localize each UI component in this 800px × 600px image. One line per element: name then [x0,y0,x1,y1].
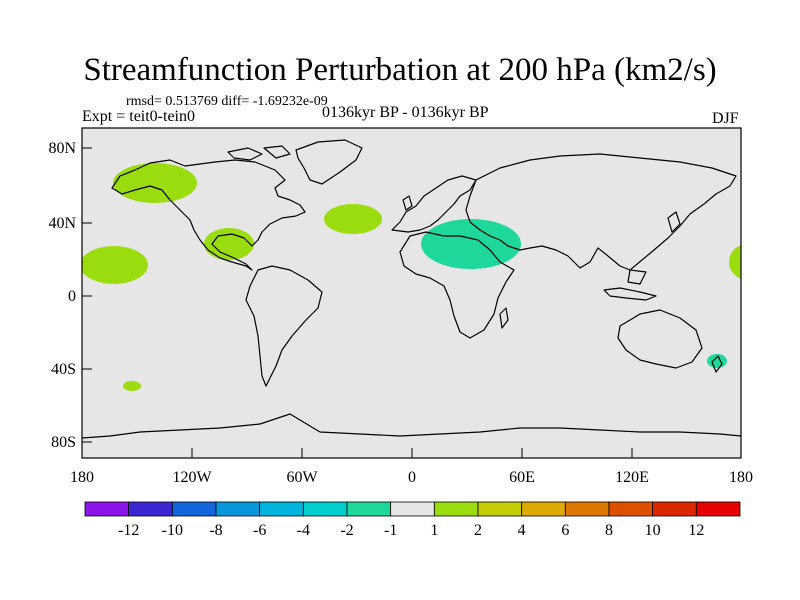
lat-label: 40N [48,215,76,232]
colorbar-box [521,501,566,517]
lon-label: 60E [509,469,535,486]
latitude-axis: 80N 40N 0 40S 80S [48,140,92,451]
experiment-label: Expt = teit0-tein0 [82,108,195,125]
lon-label: 120W [172,469,212,486]
colorbar-label: 1 [430,522,438,539]
map-title: Streamfunction Perturbation at 200 hPa (… [83,52,717,88]
colorbar-label: -10 [162,522,183,539]
anomaly-north-pacific [113,163,197,203]
colorbar-boxes [84,501,741,517]
colorbar-box [477,501,523,517]
stats-text: rmsd= 0.513769 diff= -1.69232e-09 [126,94,328,109]
colorbar-label: 6 [561,522,569,539]
anomaly-layer [82,139,741,439]
colorbar-box [302,501,348,517]
colorbar-box [84,501,130,517]
colorbar-label: 2 [474,522,482,539]
colorbar-box [564,501,610,517]
colorbar-label: 12 [688,522,704,539]
colorbar-box [171,501,217,517]
anomaly-north-atlantic [324,204,382,234]
colorbar-label: -6 [253,522,266,539]
anomaly-central-pacific-east [729,245,741,279]
colorbar-label: 8 [605,522,613,539]
period-label: 0136kyr BP - 0136kyr BP [322,104,489,121]
colorbar-label: 4 [518,522,526,539]
colorbar-label: 10 [645,522,661,539]
colorbar-box [433,501,479,517]
lat-label: 0 [68,288,76,305]
coastlines [82,139,741,439]
colorbar-box [259,501,304,517]
colorbar-box [390,501,435,517]
colorbar-box [128,501,173,517]
colorbar-box [695,501,741,517]
colorbar-box [608,501,654,517]
colorbar-label: -1 [384,522,397,539]
lon-label: 60W [286,469,318,486]
longitude-axis: 180 120W 60W 0 60E 120E 180 [70,448,753,486]
colorbar-box [652,501,697,517]
season-label: DJF [712,110,739,127]
colorbar-box [346,501,392,517]
anomaly-south-pacific [123,381,141,391]
anomaly-central-pacific-west [82,246,148,284]
colorbar-label: -8 [209,522,222,539]
colorbar-labels: -12 -10 -8 -6 -4 -2 -1 1 2 4 6 8 10 12 [118,522,704,539]
lat-label: 80N [48,140,76,157]
colorbar-label: -12 [118,522,139,539]
colorbar-box [215,501,261,517]
lon-label: 180 [729,469,753,486]
lat-label: 40S [51,361,76,378]
colorbar-label: -4 [297,522,310,539]
colorbar-label: -2 [340,522,353,539]
anomaly-gulf-of-mexico [204,228,254,260]
lon-label: 180 [70,469,94,486]
lon-label: 120E [615,469,649,486]
lon-label: 0 [408,469,416,486]
lat-label: 80S [51,434,76,451]
